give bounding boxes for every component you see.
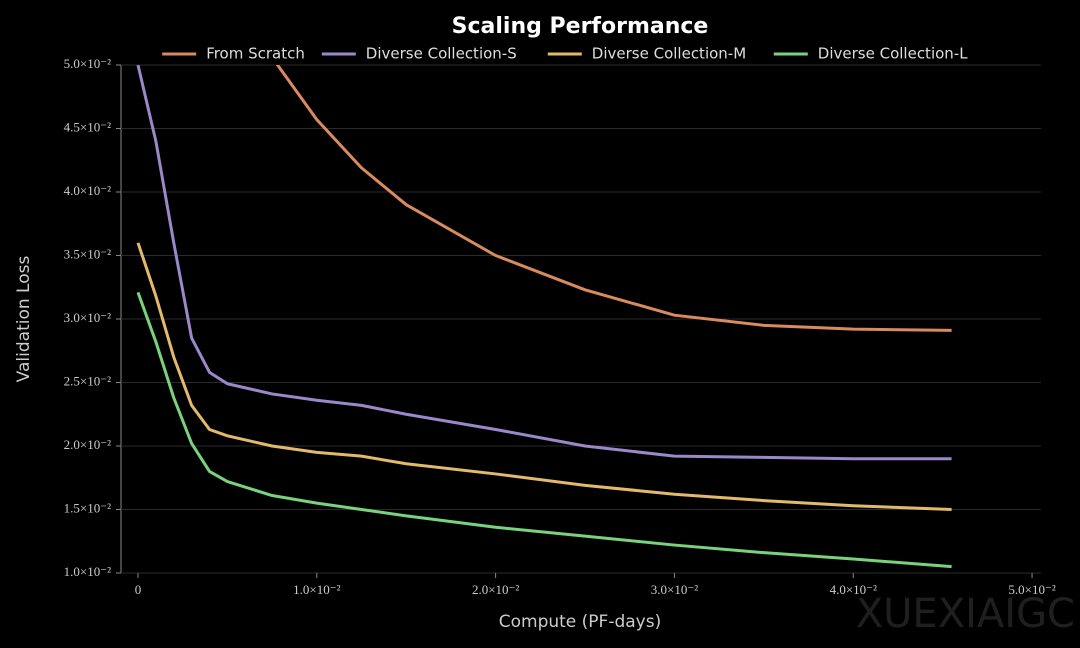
y-tick-label: 2.0×10⁻² <box>64 437 111 452</box>
y-tick-label: 1.5×10⁻² <box>64 500 111 515</box>
x-tick-label: 2.0×10⁻² <box>472 582 519 597</box>
chart-title: Scaling Performance <box>452 14 709 39</box>
y-axis-label: Validation Loss <box>14 256 34 383</box>
x-tick-label: 5.0×10⁻² <box>1008 582 1055 597</box>
y-tick-label: 3.0×10⁻² <box>64 310 111 325</box>
line-series <box>275 65 952 332</box>
y-tick-label: 2.5×10⁻² <box>64 373 111 388</box>
legend-label: From Scratch <box>206 45 305 63</box>
x-tick-label: 4.0×10⁻² <box>830 582 877 597</box>
line-series <box>136 291 952 569</box>
x-axis-label: Compute (PF-days) <box>499 612 661 632</box>
y-tick-label: 1.0×10⁻² <box>64 564 111 579</box>
watermark: XUEXIAIGC <box>856 591 1075 637</box>
y-tick-label: 3.5×10⁻² <box>64 246 111 261</box>
line-series <box>136 65 952 461</box>
x-tick-label: 3.0×10⁻² <box>651 582 698 597</box>
legend-label: Diverse Collection-M <box>592 45 746 63</box>
y-tick-label: 4.5×10⁻² <box>64 119 111 134</box>
line-series <box>136 242 952 511</box>
y-tick-label: 5.0×10⁻² <box>64 56 111 71</box>
legend-label: Diverse Collection-L <box>818 45 968 63</box>
legend-label: Diverse Collection-S <box>366 45 517 63</box>
x-tick-label: 1.0×10⁻² <box>293 582 340 597</box>
x-tick-label: 0 <box>135 582 142 597</box>
y-tick-label: 4.0×10⁻² <box>64 183 111 198</box>
